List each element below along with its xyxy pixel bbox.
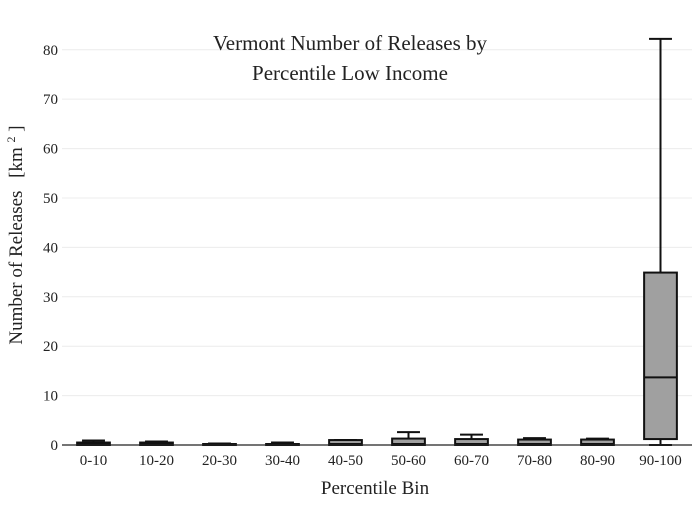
y-tick-label: 70	[43, 92, 58, 108]
chart-title-line-1: Vermont Number of Releases by	[213, 31, 488, 55]
y-axis-unit-superscript: 2	[4, 136, 18, 142]
box-0-10	[76, 439, 111, 446]
chart-title-line-2: Percentile Low Income	[252, 61, 448, 85]
x-axis-title: Percentile Bin	[321, 478, 430, 499]
box-90-100	[643, 37, 678, 446]
y-axis-unit-close: ]	[6, 125, 27, 131]
box-40-50	[328, 439, 363, 446]
x-tick-label: 10-20	[139, 453, 174, 469]
y-axis-unit: [km	[6, 147, 27, 178]
box-80-90	[580, 437, 615, 447]
y-tick-label: 10	[43, 389, 58, 405]
x-tick-label: 80-90	[580, 453, 615, 469]
x-tick-label: 60-70	[454, 453, 489, 469]
y-tick-label: 80	[43, 43, 58, 59]
grid-layer	[62, 49, 692, 397]
x-tick-label: 40-50	[328, 453, 363, 469]
y-tick-label: 40	[43, 240, 58, 256]
box-50-60	[391, 431, 426, 447]
x-tick-label: 20-30	[202, 453, 237, 469]
box-60-70	[454, 433, 489, 447]
x-tick-labels: 0-10 10-20 20-30 30-40 40-50 50-60 60-70 70-80 8…	[80, 453, 682, 469]
box-70-80	[517, 437, 552, 447]
x-tick-label: 50-60	[391, 453, 426, 469]
y-tick-labels: 0 10 20 30 40 50 60 70 80	[43, 43, 58, 454]
x-tick-label: 90-100	[639, 453, 682, 469]
y-tick-label: 20	[43, 339, 58, 355]
y-tick-label: 30	[43, 290, 58, 306]
boxes-layer	[76, 37, 678, 447]
x-tick-label: 70-80	[517, 453, 552, 469]
y-tick-label: 50	[43, 191, 58, 207]
x-tick-label: 0-10	[80, 453, 108, 469]
y-axis-title-text: Number of Releases	[6, 191, 27, 345]
y-tick-label: 60	[43, 142, 58, 158]
box-iqr	[643, 271, 678, 441]
x-tick-label: 30-40	[265, 453, 300, 469]
y-tick-label: 0	[51, 438, 59, 454]
y-axis-title: Number of Releases [km 2 ]	[0, 125, 27, 344]
